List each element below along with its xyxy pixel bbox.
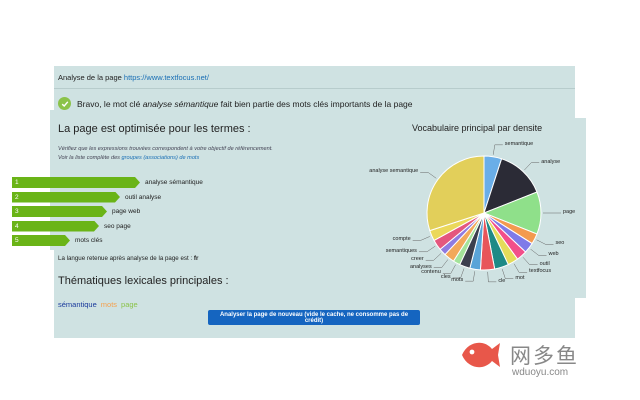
term-label: analyse sémantique	[145, 179, 203, 186]
term-label: seo page	[104, 222, 131, 230]
pie-leader-line	[522, 257, 538, 266]
pie-leader-line	[442, 264, 456, 274]
pie-leader-line	[452, 268, 465, 279]
status-keyword: analyse sémantique	[142, 98, 219, 109]
themes-heading: Thématiques lexicales principales :	[58, 275, 229, 287]
panel-right-tab	[575, 118, 586, 298]
pie-label: mot	[515, 274, 525, 281]
pie-leader-line	[501, 269, 514, 279]
keyword-status: Bravo, le mot clé analyse sémantique fai…	[58, 97, 413, 110]
pie-label: analyse semantique	[369, 168, 419, 175]
pie-label: textfocus	[529, 268, 552, 275]
word-groups-link[interactable]: groupes (associations) de mots	[121, 155, 200, 161]
status-text-2: fait bien partie des mots clés important…	[220, 98, 413, 109]
pie-leader-line	[524, 162, 540, 171]
theme-tag[interactable]: sémantique	[58, 300, 97, 309]
term-rank-bar: 4	[12, 221, 99, 232]
pie-leader-line	[492, 144, 503, 155]
term-rank-bar: 5	[12, 235, 70, 246]
pie-label: analyse	[541, 158, 561, 165]
pie-label: compte	[392, 236, 411, 243]
pie-leader-line	[418, 245, 436, 253]
pie-leader-line	[487, 271, 497, 283]
theme-tag[interactable]: page	[121, 300, 138, 309]
term-label: mots clés	[75, 237, 103, 244]
check-circle-icon	[58, 97, 71, 110]
analysed-page-line: Analyse de la page https://www.textfocus…	[58, 73, 209, 82]
pie-leader-line	[536, 239, 554, 245]
pie-leader-line	[433, 259, 449, 268]
term-rank-bar: 1	[12, 177, 140, 188]
terms-heading: La page est optimisée pour les termes :	[58, 123, 251, 135]
pie-label: cle	[498, 277, 506, 284]
pie-label: page	[563, 209, 576, 215]
pie-label: cles	[440, 273, 451, 280]
watermark-title: 网多鱼	[510, 344, 579, 368]
pie-slice-analyse-semantique[interactable]	[426, 155, 485, 232]
fish-logo-icon	[462, 342, 500, 368]
themes-tags: sémantique mots page	[58, 300, 142, 309]
pie-label: semantiques	[385, 247, 417, 254]
term-rank-bar: 3	[12, 206, 107, 217]
language-line: La langue retenue après analyse de la pa…	[58, 255, 198, 262]
analysis-header: Analyse de la page https://www.textfocus…	[54, 66, 575, 89]
pie-label: mots	[451, 277, 464, 284]
status-text-1: Bravo, le mot clé	[77, 98, 141, 109]
language-code: fr	[193, 255, 199, 262]
pie-leader-line	[420, 172, 437, 179]
terms-list-prefix: Voir la liste complète des	[58, 155, 120, 161]
term-label: page web	[112, 208, 141, 215]
theme-tag[interactable]: mots	[100, 300, 118, 309]
pie-label: seo	[555, 240, 565, 247]
chart-title: Vocabulaire principal par densite	[412, 123, 543, 133]
pie-leader-line	[513, 263, 528, 273]
terms-note: Vérifiez que les expressions trouvées co…	[58, 146, 273, 152]
watermark-url: wduoyu.com	[512, 367, 569, 378]
pie-label: analyses	[410, 263, 432, 270]
pie-label: contenu	[421, 269, 441, 276]
pie-label: outil	[539, 260, 550, 267]
reanalyse-button[interactable]: Analyser la page de nouveau (vide le cac…	[208, 310, 420, 325]
pie-leader-line	[425, 253, 442, 261]
pie-leader-line	[412, 236, 430, 241]
language-text: La langue retenue après analyse de la pa…	[58, 255, 193, 262]
terms-list-line: Voir la liste complète des groupes (asso…	[58, 155, 199, 161]
pie-label: web	[548, 251, 559, 258]
analysed-page-link[interactable]: https://www.textfocus.net/	[123, 73, 209, 82]
analysed-page-prefix: Analyse de la page	[58, 73, 122, 82]
term-label: outil analyse	[125, 193, 162, 201]
pie-leader-line	[465, 271, 476, 282]
pie-label: creer	[411, 256, 424, 263]
pie-label: semantique	[504, 140, 534, 147]
pie-leader-line	[530, 248, 547, 256]
term-rank-bar: 2	[12, 192, 120, 203]
